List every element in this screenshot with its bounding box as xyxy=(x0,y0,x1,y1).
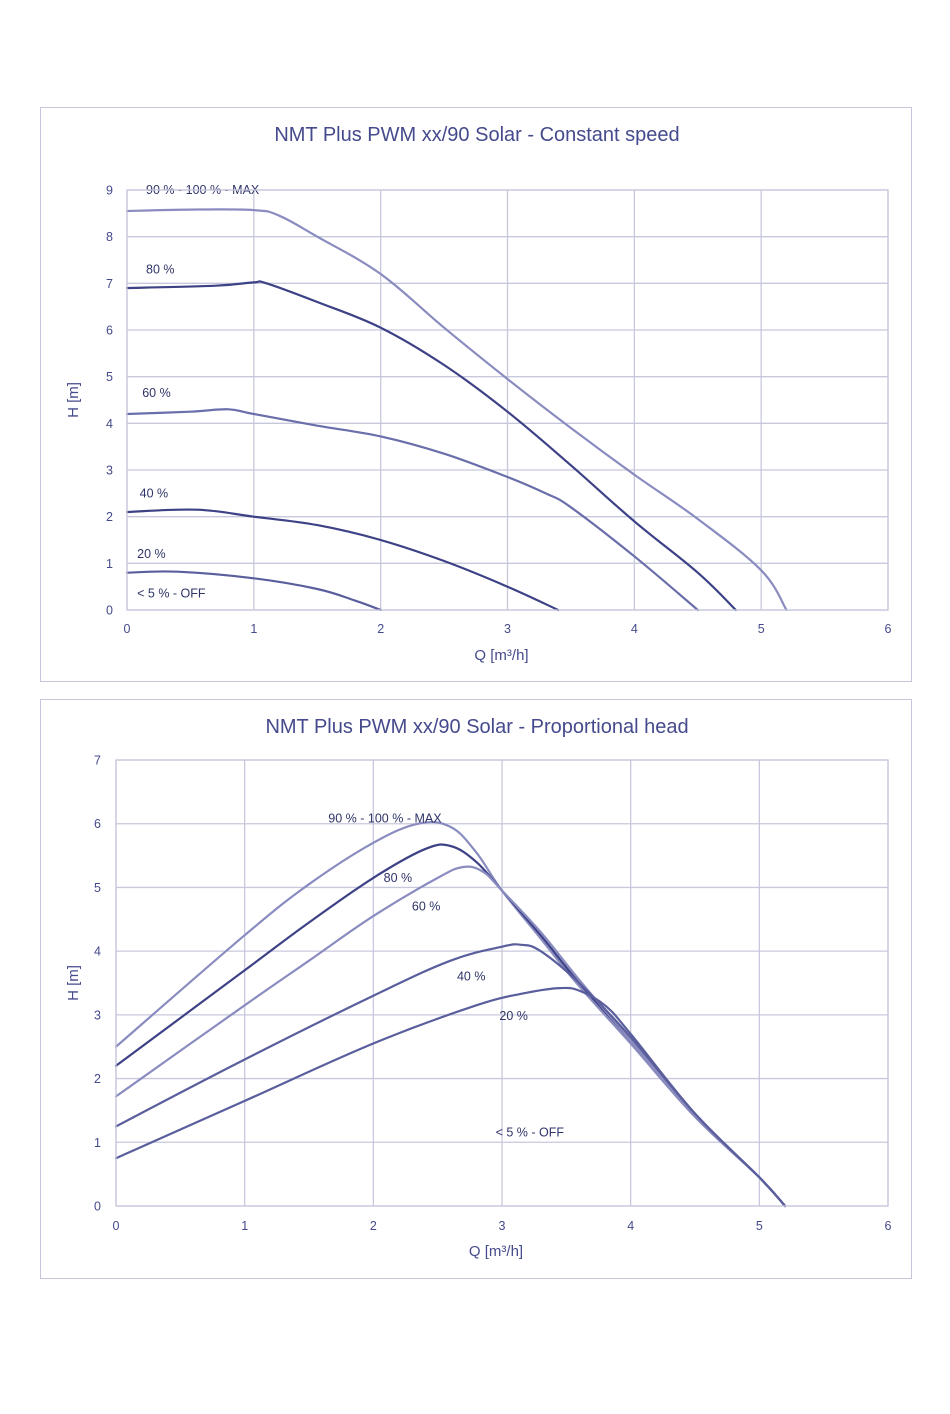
y-tick-label: 3 xyxy=(94,1008,101,1022)
chart-title: NMT Plus PWM xx/90 Solar - Proportional … xyxy=(265,716,688,738)
y-tick-label: 0 xyxy=(106,604,113,618)
series-label: 40 % xyxy=(457,970,486,984)
y-tick-label: 7 xyxy=(94,754,101,768)
x-tick-label: 2 xyxy=(370,1219,377,1233)
x-tick-label: 5 xyxy=(758,622,765,636)
y-tick-label: 7 xyxy=(106,277,113,291)
series-line xyxy=(125,570,382,612)
x-axis-label: Q [m³/h] xyxy=(469,1243,523,1260)
series-label: 20 % xyxy=(137,547,166,561)
y-tick-label: 4 xyxy=(106,417,113,431)
y-axis-label: H [m] xyxy=(65,382,82,418)
y-tick-label: 0 xyxy=(94,1200,101,1214)
y-axis-label: H [m] xyxy=(65,965,82,1001)
x-tick-label: 6 xyxy=(885,1219,892,1233)
y-tick-label: 9 xyxy=(106,184,113,198)
series-line xyxy=(114,986,787,1208)
series-line xyxy=(125,508,560,612)
off-annotation: < 5 % - OFF xyxy=(496,1126,565,1140)
proportional-head-chart-panel: NMT Plus PWM xx/90 Solar - Proportional … xyxy=(40,699,912,1279)
series-label: 20 % xyxy=(499,1009,527,1023)
y-tick-label: 5 xyxy=(94,881,101,895)
x-tick-label: 0 xyxy=(113,1219,120,1233)
x-tick-label: 0 xyxy=(124,622,131,636)
x-tick-label: 5 xyxy=(756,1219,763,1233)
series-line xyxy=(125,280,737,612)
y-tick-label: 1 xyxy=(106,557,113,571)
x-axis-label: Q [m³/h] xyxy=(474,647,528,664)
x-tick-label: 1 xyxy=(250,622,257,636)
y-tick-label: 6 xyxy=(94,817,101,831)
series-line xyxy=(114,943,787,1208)
proportional-head-chart: NMT Plus PWM xx/90 Solar - Proportional … xyxy=(65,716,892,1260)
series-line xyxy=(125,208,788,612)
y-tick-label: 6 xyxy=(106,324,113,338)
plot-area-border xyxy=(115,759,889,1207)
series-label: 60 % xyxy=(142,386,171,400)
series-label: 80 % xyxy=(384,871,413,885)
y-tick-label: 3 xyxy=(106,464,113,478)
y-tick-label: 8 xyxy=(106,230,113,244)
plot-area-border xyxy=(126,189,889,611)
x-tick-label: 3 xyxy=(499,1219,506,1233)
series-label: 60 % xyxy=(412,900,441,914)
y-tick-label: 2 xyxy=(94,1072,101,1086)
y-tick-label: 2 xyxy=(106,510,113,524)
x-tick-label: 4 xyxy=(627,1219,634,1233)
constant-speed-chart-panel: NMT Plus PWM xx/90 Solar - Constant spee… xyxy=(40,107,912,682)
series-label: 80 % xyxy=(146,262,175,276)
off-annotation: < 5 % - OFF xyxy=(137,587,206,601)
y-tick-label: 1 xyxy=(94,1136,101,1150)
x-tick-label: 6 xyxy=(885,622,892,636)
series-line xyxy=(114,865,787,1208)
x-tick-label: 4 xyxy=(631,622,638,636)
series-label: 40 % xyxy=(140,486,169,500)
chart-title: NMT Plus PWM xx/90 Solar - Constant spee… xyxy=(274,124,679,146)
series-line xyxy=(125,408,699,612)
x-tick-label: 2 xyxy=(377,622,384,636)
series-label: 90 % - 100 % - MAX xyxy=(328,812,442,826)
y-tick-label: 5 xyxy=(106,370,113,384)
y-tick-label: 4 xyxy=(94,945,101,959)
constant-speed-chart: NMT Plus PWM xx/90 Solar - Constant spee… xyxy=(65,124,892,664)
x-tick-label: 3 xyxy=(504,622,511,636)
x-tick-label: 1 xyxy=(241,1219,248,1233)
